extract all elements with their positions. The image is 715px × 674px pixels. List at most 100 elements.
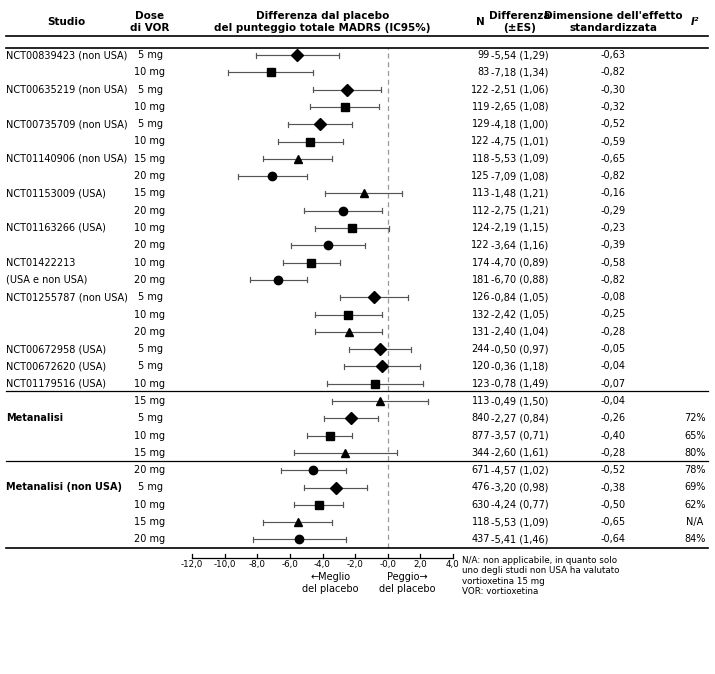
Text: -0,28: -0,28 <box>601 448 626 458</box>
Text: -0,25: -0,25 <box>601 309 626 319</box>
Text: -0,29: -0,29 <box>601 206 626 216</box>
Text: 437: 437 <box>471 534 490 545</box>
Text: 5 mg: 5 mg <box>137 50 162 60</box>
Text: -4,70 (0,89): -4,70 (0,89) <box>491 257 548 268</box>
Text: 10 mg: 10 mg <box>134 223 165 233</box>
Text: -3,20 (0,98): -3,20 (0,98) <box>491 483 548 493</box>
Text: 122: 122 <box>471 85 490 94</box>
Text: -0,08: -0,08 <box>601 293 626 302</box>
Text: 122: 122 <box>471 137 490 146</box>
Text: NCT01179516 (USA): NCT01179516 (USA) <box>6 379 106 389</box>
Text: 15 mg: 15 mg <box>134 154 166 164</box>
Text: 10 mg: 10 mg <box>134 309 165 319</box>
Text: -5,53 (1,09): -5,53 (1,09) <box>491 517 548 527</box>
Text: 15 mg: 15 mg <box>134 189 166 198</box>
Text: -0,36 (1,18): -0,36 (1,18) <box>491 361 548 371</box>
Text: -6,0: -6,0 <box>282 560 298 569</box>
Text: 5 mg: 5 mg <box>137 85 162 94</box>
Text: 630: 630 <box>472 500 490 510</box>
Text: -0,04: -0,04 <box>601 396 626 406</box>
Text: -2,42 (1,05): -2,42 (1,05) <box>491 309 549 319</box>
Text: NCT01163266 (USA): NCT01163266 (USA) <box>6 223 106 233</box>
Text: 10 mg: 10 mg <box>134 379 165 389</box>
Text: 174: 174 <box>471 257 490 268</box>
Text: -0,38: -0,38 <box>601 483 626 493</box>
Text: N/A: N/A <box>686 517 704 527</box>
Text: N/A: non applicabile, in quanto solo
uno degli studi non USA ha valutato
vortiox: N/A: non applicabile, in quanto solo uno… <box>462 556 619 596</box>
Text: -0,78 (1,49): -0,78 (1,49) <box>491 379 548 389</box>
Text: -0,82: -0,82 <box>601 171 626 181</box>
Text: 131: 131 <box>472 327 490 337</box>
Text: -2,40 (1,04): -2,40 (1,04) <box>491 327 548 337</box>
Text: -5,54 (1,29): -5,54 (1,29) <box>491 50 549 60</box>
Text: 10 mg: 10 mg <box>134 500 165 510</box>
Text: 125: 125 <box>471 171 490 181</box>
Text: -0,28: -0,28 <box>601 327 626 337</box>
Text: -2,65 (1,08): -2,65 (1,08) <box>491 102 548 112</box>
Text: -0,50: -0,50 <box>601 500 626 510</box>
Text: -8,0: -8,0 <box>249 560 266 569</box>
Text: 113: 113 <box>472 396 490 406</box>
Text: -0,32: -0,32 <box>601 102 626 112</box>
Text: 244: 244 <box>471 344 490 354</box>
Text: Dose
di VOR: Dose di VOR <box>130 11 169 33</box>
Text: 132: 132 <box>471 309 490 319</box>
Text: NCT01255787 (non USA): NCT01255787 (non USA) <box>6 293 128 302</box>
Text: -4,0: -4,0 <box>314 560 331 569</box>
Text: I²: I² <box>691 17 699 27</box>
Text: 20 mg: 20 mg <box>134 206 166 216</box>
Text: Metanalisi (non USA): Metanalisi (non USA) <box>6 483 122 493</box>
Text: 877: 877 <box>471 431 490 441</box>
Text: -3,64 (1,16): -3,64 (1,16) <box>491 241 548 250</box>
Text: 840: 840 <box>472 413 490 423</box>
Text: -0,63: -0,63 <box>601 50 626 60</box>
Text: -12,0: -12,0 <box>181 560 203 569</box>
Text: 2,0: 2,0 <box>413 560 428 569</box>
Text: 5 mg: 5 mg <box>137 361 162 371</box>
Text: 5 mg: 5 mg <box>137 483 162 493</box>
Text: 20 mg: 20 mg <box>134 241 166 250</box>
Text: -0,65: -0,65 <box>601 517 626 527</box>
Text: NCT01153009 (USA): NCT01153009 (USA) <box>6 189 106 198</box>
Text: 118: 118 <box>472 154 490 164</box>
Text: 10 mg: 10 mg <box>134 137 165 146</box>
Text: (USA e non USA): (USA e non USA) <box>6 275 87 285</box>
Text: Differenza
(±ES): Differenza (±ES) <box>489 11 551 33</box>
Text: -4,57 (1,02): -4,57 (1,02) <box>491 465 549 475</box>
Text: 83: 83 <box>478 67 490 78</box>
Text: 344: 344 <box>472 448 490 458</box>
Text: -0,49 (1,50): -0,49 (1,50) <box>491 396 548 406</box>
Text: -0,26: -0,26 <box>601 413 626 423</box>
Text: 5 mg: 5 mg <box>137 413 162 423</box>
Text: N: N <box>475 17 484 27</box>
Text: NCT00635219 (non USA): NCT00635219 (non USA) <box>6 85 127 94</box>
Text: -6,70 (0,88): -6,70 (0,88) <box>491 275 548 285</box>
Text: 122: 122 <box>471 241 490 250</box>
Text: Dimensione dell'effetto
standardizzata: Dimensione dell'effetto standardizzata <box>543 11 682 33</box>
Text: NCT00735709 (non USA): NCT00735709 (non USA) <box>6 119 127 129</box>
Text: -0,30: -0,30 <box>601 85 626 94</box>
Text: 5 mg: 5 mg <box>137 293 162 302</box>
Text: NCT01422213: NCT01422213 <box>6 257 75 268</box>
Text: NCT01140906 (non USA): NCT01140906 (non USA) <box>6 154 127 164</box>
Text: 20 mg: 20 mg <box>134 465 166 475</box>
Text: -0,59: -0,59 <box>601 137 626 146</box>
Text: -2,19 (1,15): -2,19 (1,15) <box>491 223 548 233</box>
Text: -7,18 (1,34): -7,18 (1,34) <box>491 67 548 78</box>
Text: 129: 129 <box>471 119 490 129</box>
Text: -0,65: -0,65 <box>601 154 626 164</box>
Text: -2,60 (1,61): -2,60 (1,61) <box>491 448 548 458</box>
Text: -4,24 (0,77): -4,24 (0,77) <box>491 500 549 510</box>
Text: -7,09 (1,08): -7,09 (1,08) <box>491 171 548 181</box>
Text: 84%: 84% <box>684 534 706 545</box>
Text: -4,18 (1,00): -4,18 (1,00) <box>491 119 548 129</box>
Text: 10 mg: 10 mg <box>134 431 165 441</box>
Text: 120: 120 <box>471 361 490 371</box>
Text: 5 mg: 5 mg <box>137 344 162 354</box>
Text: 20 mg: 20 mg <box>134 327 166 337</box>
Text: -0,52: -0,52 <box>601 465 626 475</box>
Text: NCT00672958 (USA): NCT00672958 (USA) <box>6 344 106 354</box>
Text: 119: 119 <box>472 102 490 112</box>
Text: 181: 181 <box>472 275 490 285</box>
Text: 80%: 80% <box>684 448 706 458</box>
